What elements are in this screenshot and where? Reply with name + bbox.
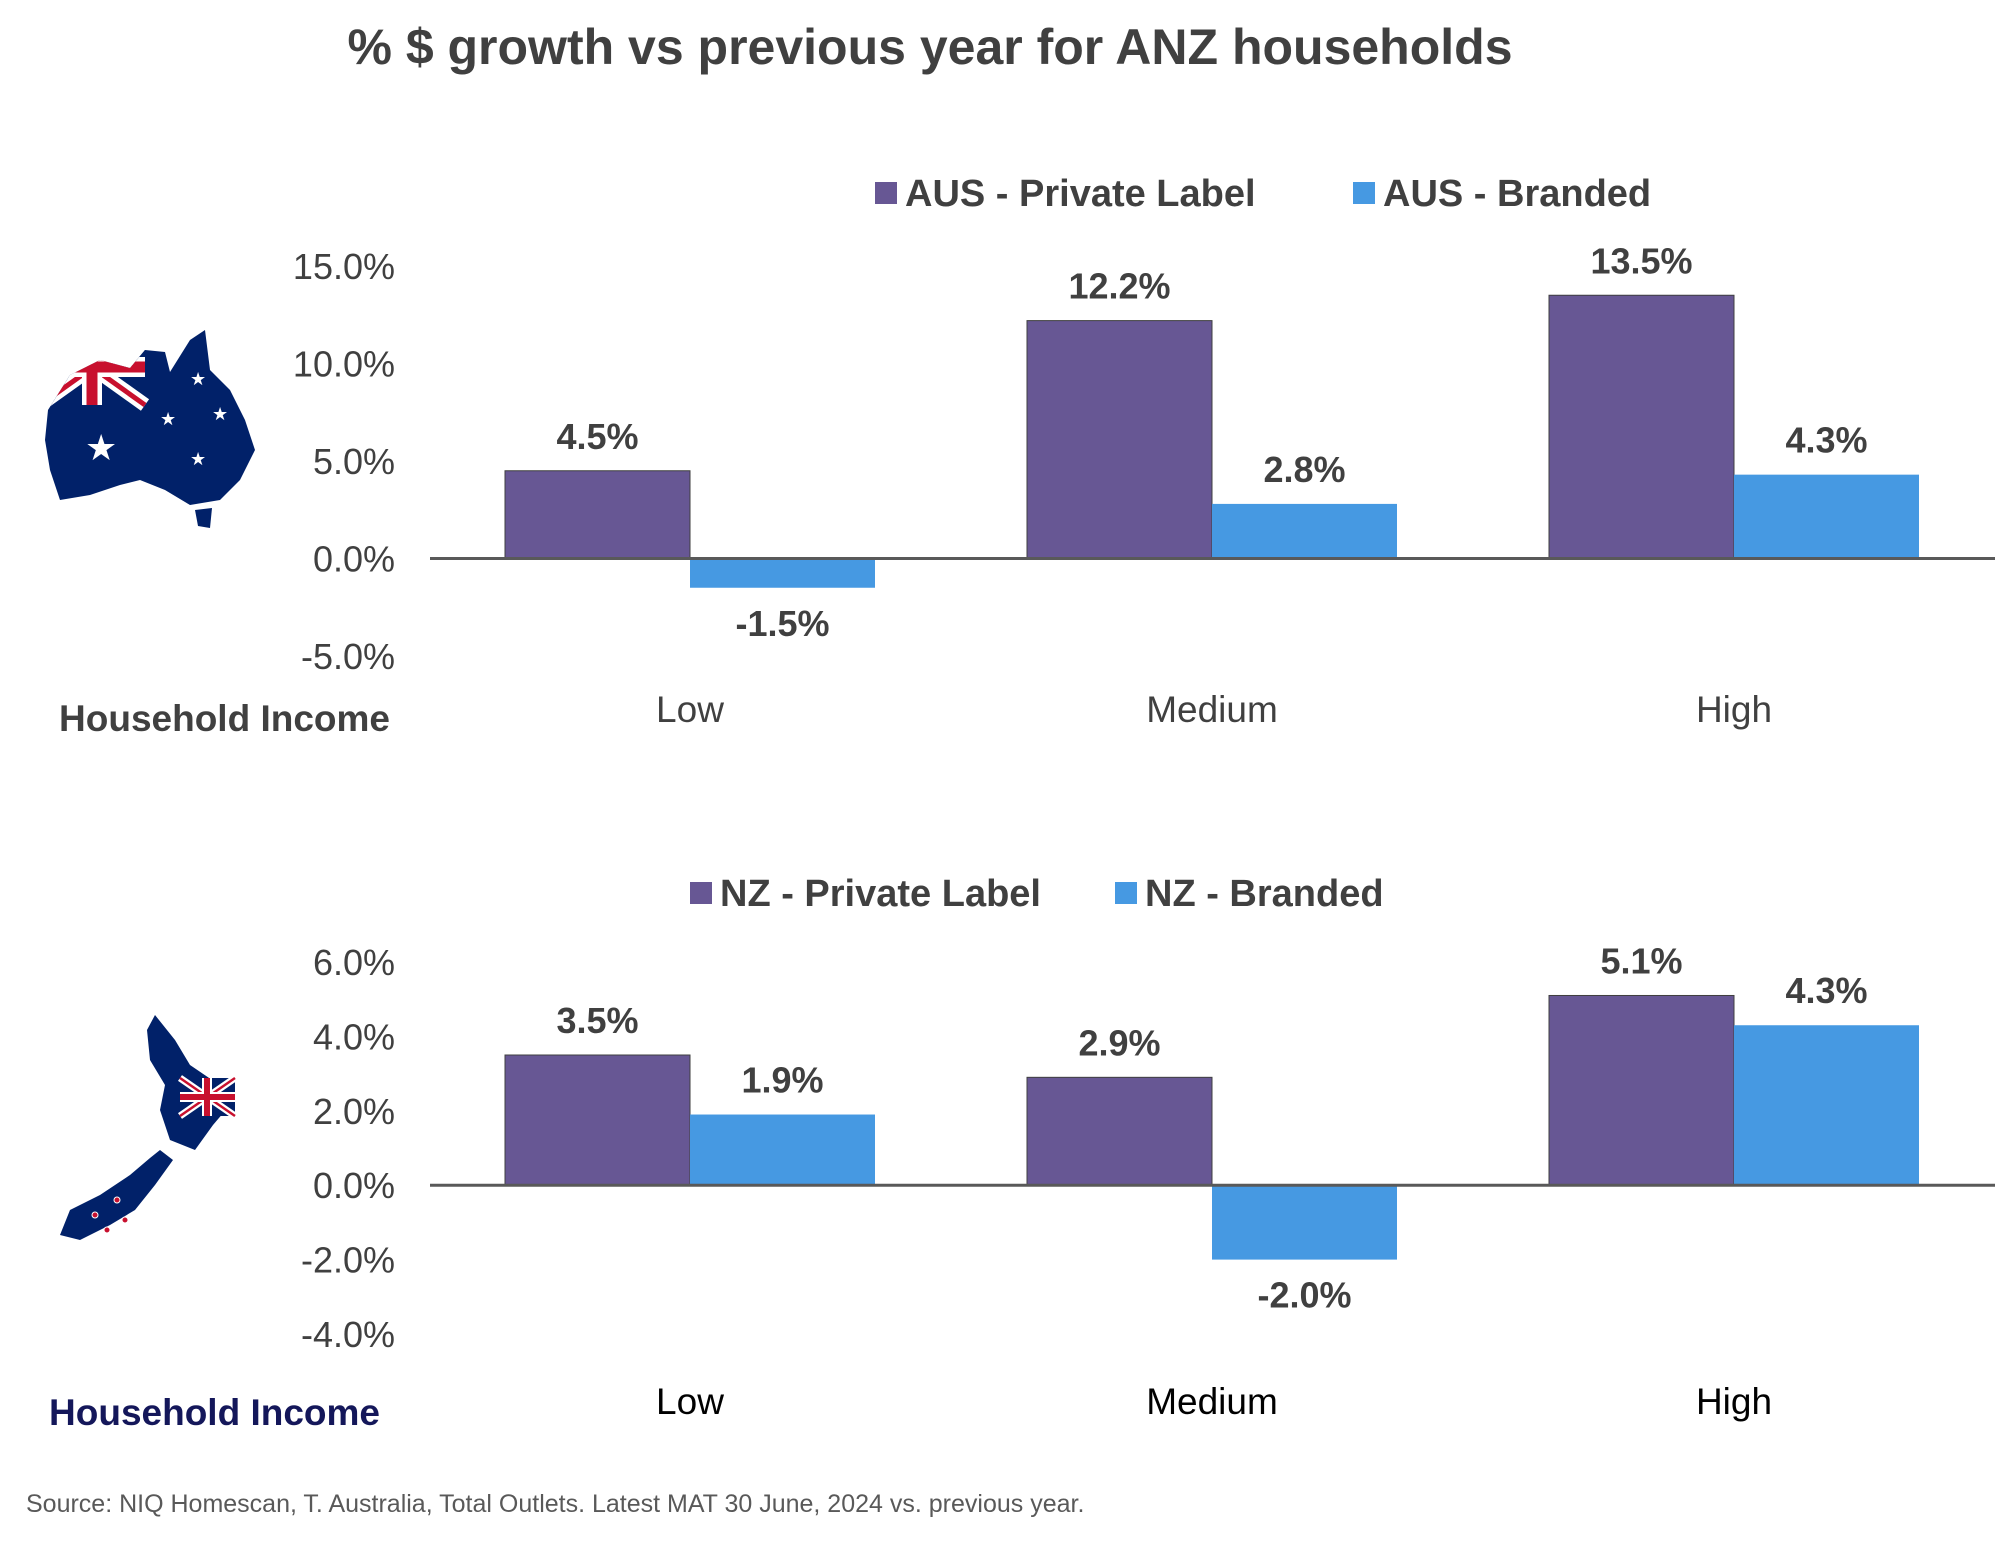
nz-bar-private-label-medium — [1026, 1076, 1213, 1186]
aus-data-label: 13.5% — [1590, 240, 1692, 281]
aus-bar-private-label-medium — [1026, 320, 1213, 559]
nz-data-label: 2.9% — [1078, 1022, 1160, 1063]
aus-bar-private-label-low — [504, 470, 691, 559]
new-zealand-flag-map-icon — [60, 1015, 237, 1240]
nz-data-label: 3.5% — [556, 1000, 638, 1041]
aus-ytick-label: -5.0% — [301, 636, 395, 677]
aus-legend-label: AUS - Branded — [1383, 173, 1651, 215]
aus-category-label: Medium — [1146, 689, 1278, 730]
svg-text:★: ★ — [212, 404, 228, 425]
nz-data-label: -2.0% — [1257, 1275, 1351, 1316]
nz-category-label: Low — [656, 1381, 724, 1422]
nz-ytick-label: -4.0% — [301, 1314, 395, 1355]
nz-legend-swatch-private-label — [690, 882, 712, 904]
svg-text:★: ★ — [85, 428, 117, 469]
aus-data-label: 2.8% — [1263, 449, 1345, 490]
nz-data-label: 1.9% — [741, 1060, 823, 1101]
aus-bar-private-label-high — [1548, 294, 1735, 559]
nz-bar-private-label-low — [504, 1054, 691, 1186]
aus-ytick-label: 5.0% — [313, 441, 395, 482]
nz-bar-private-label-high — [1548, 994, 1735, 1186]
aus-household-income-label: Household Income — [59, 698, 390, 739]
aus-ytick-label: 15.0% — [293, 246, 395, 287]
aus-data-label: 4.3% — [1785, 420, 1867, 461]
nz-category-label: High — [1696, 1381, 1772, 1422]
aus-legend-label: AUS - Private Label — [905, 173, 1256, 215]
source-note: Source: NIQ Homescan, T. Australia, Tota… — [26, 1490, 1085, 1518]
aus-legend-swatch-private-label — [875, 182, 897, 204]
nz-data-label: 5.1% — [1600, 940, 1682, 981]
nz-ytick-label: 4.0% — [313, 1016, 395, 1057]
nz-category-label: Medium — [1146, 1381, 1278, 1422]
nz-ytick-label: -2.0% — [301, 1240, 395, 1281]
australia-flag-map-icon: ★ ★ ★ ★ ★ — [45, 330, 255, 528]
aus-category-label: High — [1696, 689, 1772, 730]
aus-bar-branded-low — [690, 558, 875, 588]
aus-legend-swatch-branded — [1353, 182, 1375, 204]
aus-data-label: -1.5% — [735, 603, 829, 644]
aus-category-label: Low — [656, 689, 724, 730]
nz-household-income-label: Household Income — [49, 1392, 380, 1433]
aus-ytick-label: 0.0% — [313, 539, 395, 580]
aus-data-label: 12.2% — [1068, 266, 1170, 307]
nz-ytick-label: 6.0% — [313, 942, 395, 983]
nz-legend-label: NZ - Branded — [1145, 873, 1384, 915]
page-title: % $ growth vs previous year for ANZ hous… — [347, 19, 1513, 75]
aus-data-label: 4.5% — [556, 416, 638, 457]
svg-text:★: ★ — [190, 369, 206, 390]
nz-data-label: 4.3% — [1785, 970, 1867, 1011]
svg-text:★: ★ — [160, 409, 176, 430]
nz-ytick-label: 2.0% — [313, 1091, 395, 1132]
nz-bar-branded-low — [690, 1114, 875, 1186]
nz-bar-branded-high — [1734, 1025, 1919, 1186]
nz-bar-branded-medium — [1212, 1185, 1397, 1260]
aus-bar-branded-high — [1734, 474, 1919, 559]
nz-ytick-label: 0.0% — [313, 1165, 395, 1206]
nz-legend-swatch-branded — [1115, 882, 1137, 904]
svg-text:★: ★ — [190, 449, 206, 470]
aus-bar-branded-medium — [1212, 503, 1397, 559]
aus-ytick-label: 10.0% — [293, 344, 395, 385]
nz-legend-label: NZ - Private Label — [720, 873, 1041, 915]
